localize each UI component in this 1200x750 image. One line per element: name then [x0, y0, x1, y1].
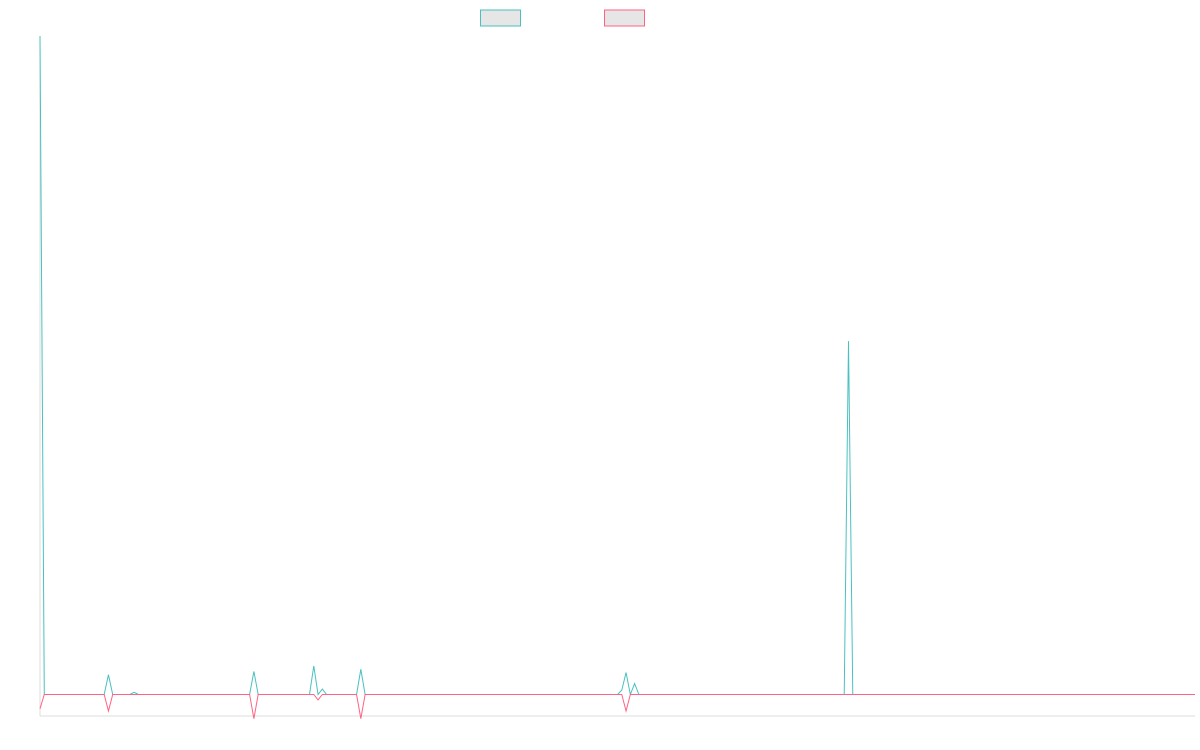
series-line-1: [39, 35, 1195, 697]
legend-swatch-2[interactable]: [604, 9, 645, 27]
series-line-2: [39, 694, 1195, 719]
legend[interactable]: [480, 9, 645, 27]
chart-axes: [39, 36, 1195, 717]
series-layer: [39, 35, 1195, 719]
legend-swatch-1[interactable]: [480, 9, 521, 27]
